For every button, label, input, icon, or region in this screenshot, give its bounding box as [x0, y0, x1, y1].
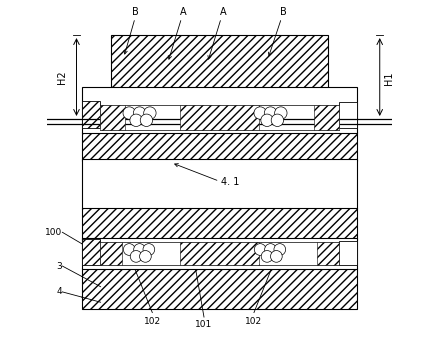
Circle shape [271, 114, 283, 127]
Text: A: A [180, 7, 186, 17]
Text: 100: 100 [45, 228, 62, 237]
Circle shape [261, 251, 272, 262]
Circle shape [260, 114, 272, 127]
Circle shape [133, 107, 145, 119]
Circle shape [143, 107, 156, 119]
Bar [99, 242, 122, 265]
Text: A: A [219, 7, 226, 17]
Bar [180, 105, 258, 130]
Circle shape [273, 244, 285, 255]
Circle shape [274, 107, 286, 119]
Bar [339, 241, 357, 265]
Bar [81, 87, 357, 133]
Circle shape [123, 107, 135, 119]
Text: 4: 4 [56, 288, 62, 297]
Circle shape [140, 114, 152, 127]
Bar [81, 268, 357, 309]
Circle shape [130, 251, 141, 262]
Bar [81, 239, 99, 265]
Bar [316, 242, 339, 265]
Circle shape [254, 244, 265, 255]
Text: H1: H1 [383, 72, 393, 85]
Text: 3: 3 [56, 262, 62, 271]
Circle shape [264, 107, 276, 119]
Circle shape [134, 244, 145, 255]
Bar [81, 159, 357, 209]
Circle shape [264, 244, 276, 255]
Bar [81, 101, 99, 128]
Text: B: B [131, 7, 138, 17]
Text: B: B [279, 7, 286, 17]
Bar [313, 105, 339, 130]
Circle shape [253, 107, 266, 119]
Circle shape [123, 244, 135, 255]
Circle shape [143, 244, 154, 255]
Bar [81, 131, 357, 161]
Bar [99, 105, 125, 130]
Text: 102: 102 [245, 317, 262, 326]
Text: 4. 1: 4. 1 [221, 177, 239, 187]
Text: H2: H2 [57, 70, 67, 84]
Bar [81, 208, 357, 240]
Circle shape [130, 114, 142, 127]
Text: 102: 102 [143, 317, 160, 326]
Bar [81, 238, 357, 270]
Bar [339, 102, 357, 128]
Circle shape [139, 251, 151, 262]
Text: 101: 101 [195, 320, 212, 329]
Bar [111, 35, 327, 89]
Bar [180, 242, 258, 265]
Circle shape [270, 251, 282, 262]
